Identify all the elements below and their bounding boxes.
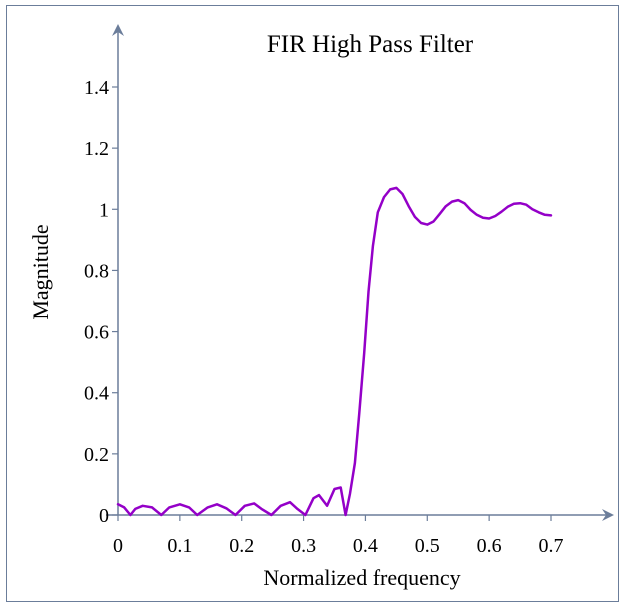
y-axis-label: Magnitude [28,224,53,319]
x-tick-label: 0.5 [415,535,440,557]
y-tick-label: 1.2 [84,138,109,160]
y-tick-label: 0.2 [84,444,109,466]
series-line [116,186,553,517]
x-tick-label: 0 [113,535,123,557]
x-tick-label: 0.3 [291,535,316,557]
x-tick-label: 0.6 [477,535,502,557]
x-tick-label: 0.4 [353,535,378,557]
y-tick-label: 1.4 [84,77,109,99]
x-axis-label: Normalized frequency [263,565,460,590]
y-tick-label: 0.6 [84,322,109,344]
x-tick-label: 0.1 [167,535,192,557]
y-tick-label: 0.8 [84,260,109,282]
chart-title: FIR High Pass Filter [267,31,474,58]
y-tick-label: 0.4 [84,383,109,405]
y-tick-label: 1 [99,199,109,221]
x-tick-label: 0.7 [539,535,564,557]
y-tick-label: 0 [99,505,109,527]
x-tick-label: 0.2 [229,535,254,557]
